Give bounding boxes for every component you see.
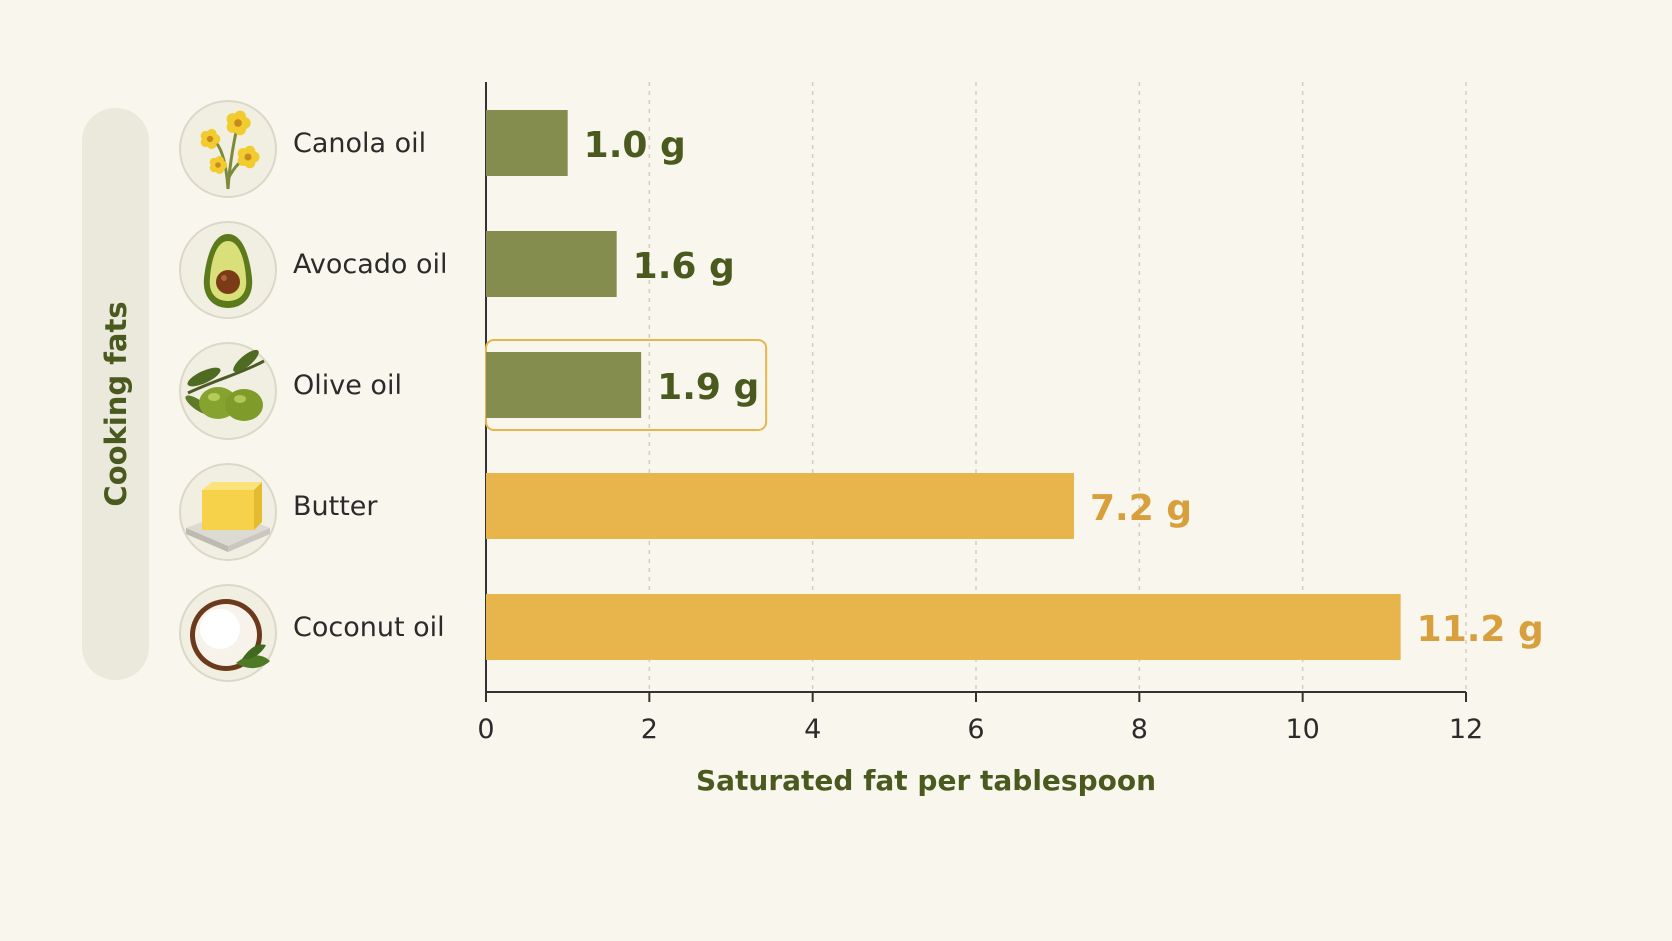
bar-row: Olive oil 1.9 g bbox=[179, 339, 768, 440]
bar-row: Butter 7.2 g bbox=[179, 463, 1192, 561]
category-label: Butter bbox=[293, 491, 378, 522]
bar bbox=[486, 352, 642, 418]
y-axis-title-pill bbox=[82, 108, 149, 680]
canola-flower-icon bbox=[179, 100, 277, 198]
bar-rows: Canola oil 1.0 g Avocado oil 1.6 g Olive oil… bbox=[179, 100, 1544, 682]
x-gridlines bbox=[648, 82, 1467, 692]
category-label: Canola oil bbox=[293, 128, 426, 159]
olive-branch-icon bbox=[179, 342, 277, 440]
x-tick-label: 4 bbox=[804, 714, 821, 745]
category-label: Avocado oil bbox=[293, 249, 448, 280]
x-tick-label: 2 bbox=[641, 714, 658, 745]
x-tick-label: 0 bbox=[477, 714, 494, 745]
x-tick-labels: 0 2 4 6 8 10 12 bbox=[477, 692, 1483, 745]
value-label: 1.6 g bbox=[633, 246, 735, 287]
avocado-icon bbox=[179, 221, 277, 319]
bar bbox=[486, 473, 1074, 539]
value-label: 1.0 g bbox=[584, 125, 686, 166]
category-label: Olive oil bbox=[293, 370, 402, 401]
y-axis-title: Cooking fats bbox=[99, 301, 133, 506]
bar bbox=[486, 231, 617, 297]
category-label: Coconut oil bbox=[293, 612, 445, 643]
x-tick-label: 10 bbox=[1285, 714, 1319, 745]
x-tick-label: 6 bbox=[967, 714, 984, 745]
value-label: 1.9 g bbox=[657, 367, 759, 408]
butter-icon bbox=[179, 463, 277, 561]
coconut-icon bbox=[179, 584, 277, 682]
value-label: 11.2 g bbox=[1417, 609, 1544, 650]
x-tick-label: 12 bbox=[1449, 714, 1483, 745]
bar-row: Coconut oil 11.2 g bbox=[179, 584, 1544, 682]
bar-row: Avocado oil 1.6 g bbox=[179, 221, 735, 319]
bar bbox=[486, 110, 568, 176]
bar-row: Canola oil 1.0 g bbox=[179, 100, 686, 198]
value-label: 7.2 g bbox=[1090, 488, 1192, 529]
x-axis-title: Saturated fat per tablespoon bbox=[696, 764, 1156, 797]
x-tick-label: 8 bbox=[1131, 714, 1148, 745]
bar bbox=[486, 594, 1401, 660]
